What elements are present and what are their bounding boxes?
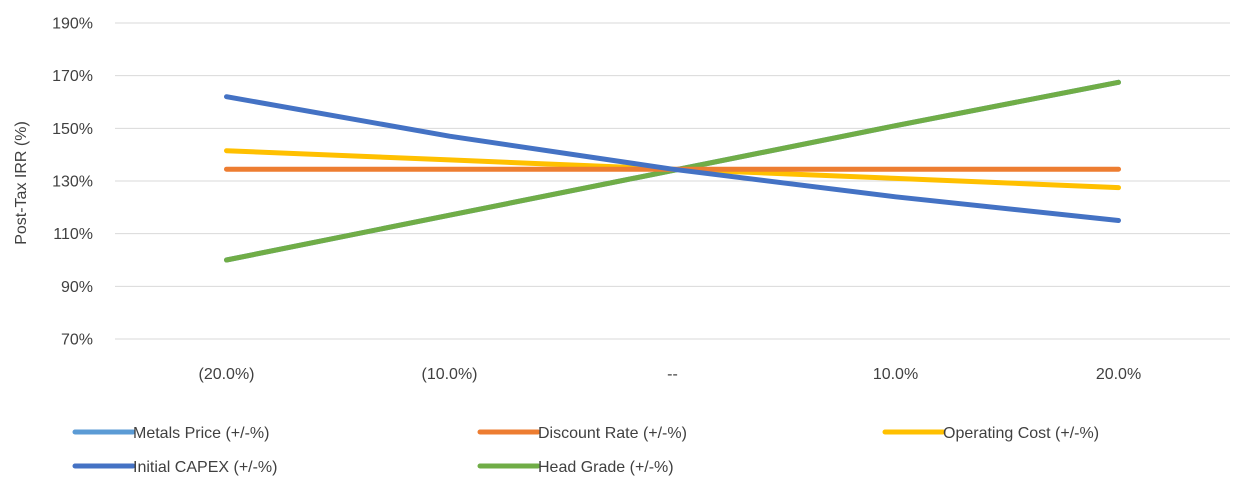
x-axis-tick-labels: (20.0%) (10.0%) -- 10.0% 20.0%: [198, 366, 1141, 383]
x-tick-label: (20.0%): [198, 366, 254, 383]
gridlines: [115, 22, 1230, 340]
x-tick-label: (10.0%): [421, 366, 477, 383]
legend-label: Operating Cost (+/-%): [943, 425, 1099, 442]
series-line: [224, 94, 1121, 223]
x-tick-label: 10.0%: [873, 366, 918, 383]
y-axis-label: Post-Tax IRR (%): [13, 121, 30, 245]
legend: Metals Price (+/-%) Discount Rate (+/-%) O…: [72, 425, 1099, 476]
legend-label: Discount Rate (+/-%): [538, 425, 687, 442]
y-tick-label: 110%: [53, 226, 93, 243]
y-tick-label: 130%: [52, 174, 93, 191]
y-tick-label: 90%: [61, 279, 93, 296]
legend-label: Initial CAPEX (+/-%): [133, 459, 277, 476]
y-tick-label: 70%: [61, 332, 93, 349]
series-lines: [224, 79, 1121, 263]
x-tick-label: 20.0%: [1096, 366, 1141, 383]
y-tick-label: 190%: [52, 16, 93, 33]
y-tick-label: 150%: [52, 121, 93, 138]
x-tick-label: --: [667, 366, 678, 383]
y-axis-tick-labels: 70% 90% 110% 130% 150% 170% 190%: [52, 16, 93, 349]
legend-label: Head Grade (+/-%): [538, 459, 674, 476]
y-tick-label: 170%: [52, 68, 93, 85]
legend-label: Metals Price (+/-%): [133, 425, 269, 442]
